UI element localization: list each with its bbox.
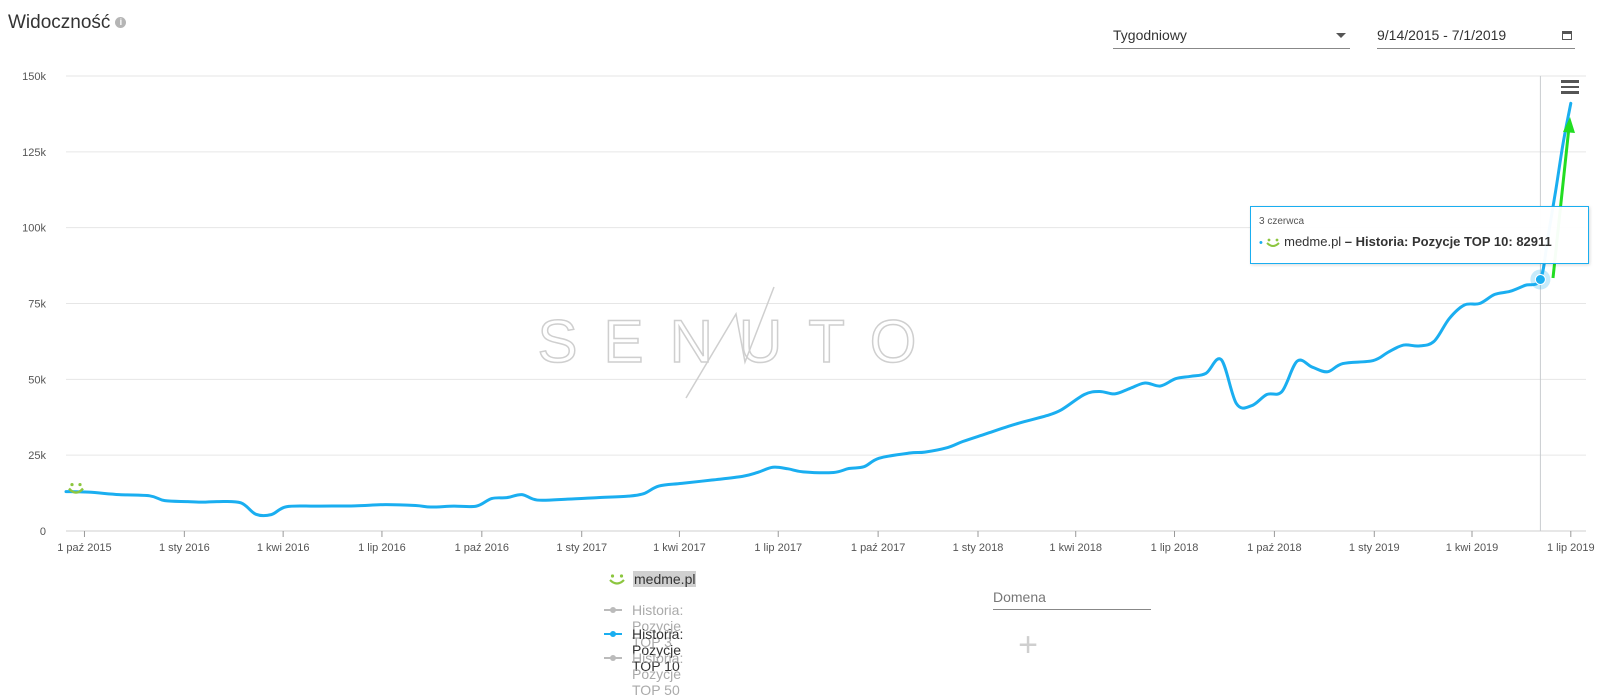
chevron-down-icon [1336, 33, 1346, 38]
period-select[interactable]: Tygodniowy [1113, 22, 1350, 49]
x-tick-label: 1 paź 2015 [57, 542, 111, 554]
x-tick-label: 1 paź 2018 [1247, 542, 1301, 554]
date-range-value: 9/14/2015 - 7/1/2019 [1377, 27, 1507, 43]
legend-item-label: Historia: Pozycje TOP 50 [632, 650, 684, 698]
x-tick-label: 1 lip 2018 [1151, 542, 1199, 554]
tooltip-line: • medme.pl – Historia: Pozycje TOP 10: 8… [1259, 234, 1552, 249]
tooltip-domain: medme.pl [1284, 234, 1342, 249]
page-title-text: Widoczność [8, 12, 111, 33]
add-domain-button[interactable]: + [1018, 626, 1038, 664]
chart-menu-icon[interactable] [1561, 80, 1579, 94]
senuto-watermark: SENUTO [537, 286, 943, 399]
x-tick-label: 1 kwi 2017 [653, 542, 706, 554]
chart-tooltip: 3 czerwca • medme.pl – Historia: Pozycje… [1250, 206, 1589, 264]
tooltip-series: Historia: Pozycje TOP 10 [1355, 234, 1509, 249]
x-tick-label: 1 sty 2017 [556, 542, 607, 554]
tooltip-value: 82911 [1516, 234, 1552, 249]
annotation-arrow-head [1563, 117, 1575, 133]
x-tick-label: 1 paź 2016 [455, 542, 509, 554]
smiley-icon [1266, 238, 1281, 247]
tooltip-date: 3 czerwca [1259, 216, 1305, 227]
x-tick-label: 1 sty 2016 [159, 542, 210, 554]
x-tick-label: 1 kwi 2018 [1049, 542, 1102, 554]
domain-smiley-marker [68, 482, 84, 494]
legend-item-label: Historia: Pozycje TOP 10 [632, 626, 684, 674]
domain-input[interactable] [993, 585, 1151, 610]
y-tick-label: 125k [22, 147, 46, 159]
legend-item-label: Historia: Pozycje TOP 3 [632, 602, 684, 650]
legend-domain-label: medme.pl [633, 571, 697, 587]
legend-swatch [604, 607, 622, 613]
calendar-icon[interactable] [1562, 31, 1572, 40]
legend-swatch [604, 655, 622, 661]
series-line-top10 [64, 101, 1573, 518]
x-tick-label: 1 kwi 2019 [1446, 542, 1499, 554]
y-tick-label: 50k [28, 374, 46, 386]
tooltip-dot-icon: • [1259, 237, 1263, 249]
smiley-icon [609, 574, 625, 585]
watermark-text: SENUTO [538, 308, 943, 375]
date-range-picker[interactable]: 9/14/2015 - 7/1/2019 [1377, 22, 1575, 49]
visibility-chart: SENUTO 0 25k 50k 75k 100k 125k 150k 1 paź 2015… [22, 71, 1595, 554]
info-icon[interactable]: i [115, 17, 127, 29]
period-select-value: Tygodniowy [1113, 27, 1187, 43]
x-axis: 1 paź 2015 1 sty 2016 1 kwi 2016 1 lip 2016… [57, 531, 1595, 554]
x-tick-label: 1 sty 2018 [953, 542, 1004, 554]
y-tick-label: 100k [22, 223, 46, 235]
x-tick-label: 1 sty 2019 [1349, 542, 1400, 554]
x-tick-label: 1 lip 2019 [1547, 542, 1595, 554]
x-tick-label: 1 lip 2017 [754, 542, 802, 554]
chart-grid [66, 75, 1586, 532]
page-title: Widoczność i [8, 12, 127, 34]
x-tick-label: 1 kwi 2016 [257, 542, 310, 554]
y-tick-label: 75k [28, 299, 46, 311]
x-tick-label: 1 paź 2017 [851, 542, 905, 554]
hover-point [1534, 274, 1546, 286]
y-tick-label: 150k [22, 71, 46, 83]
tooltip-separator: – [1341, 234, 1356, 249]
watermark-slash [685, 286, 775, 399]
y-tick-label: 25k [28, 450, 46, 462]
y-tick-label: 0 [40, 526, 46, 538]
legend-swatch [604, 631, 622, 637]
x-tick-label: 1 lip 2016 [358, 542, 406, 554]
y-axis: 0 25k 50k 75k 100k 125k 150k [22, 71, 46, 538]
